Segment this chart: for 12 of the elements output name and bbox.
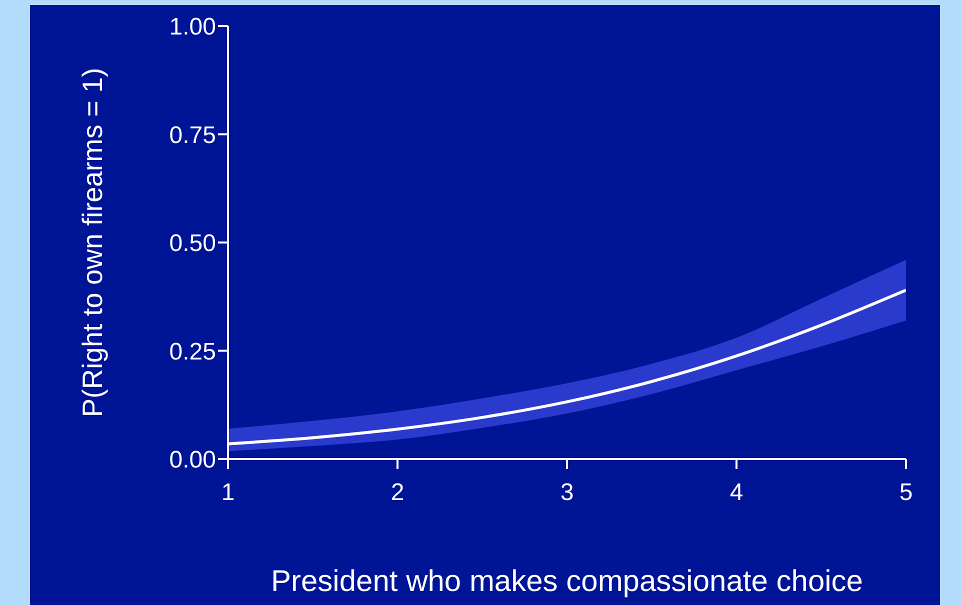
x-tick-label: 2 <box>390 479 404 506</box>
y-tick-label: 0.00 <box>169 446 216 474</box>
y-tick-label: 1.00 <box>169 14 216 41</box>
y-tick-label: 0.25 <box>169 338 216 366</box>
x-axis-title: President who makes compassionate choice <box>271 565 863 598</box>
y-axis-title: P(Right to own firearms = 1) <box>76 68 108 418</box>
x-tick-label: 5 <box>899 479 913 506</box>
y-tick-label: 0.75 <box>169 122 216 149</box>
x-tick-label: 4 <box>730 479 744 506</box>
x-tick-label: 3 <box>560 479 574 506</box>
y-tick-label: 0.50 <box>169 230 216 258</box>
x-tick-label: 1 <box>221 479 235 506</box>
